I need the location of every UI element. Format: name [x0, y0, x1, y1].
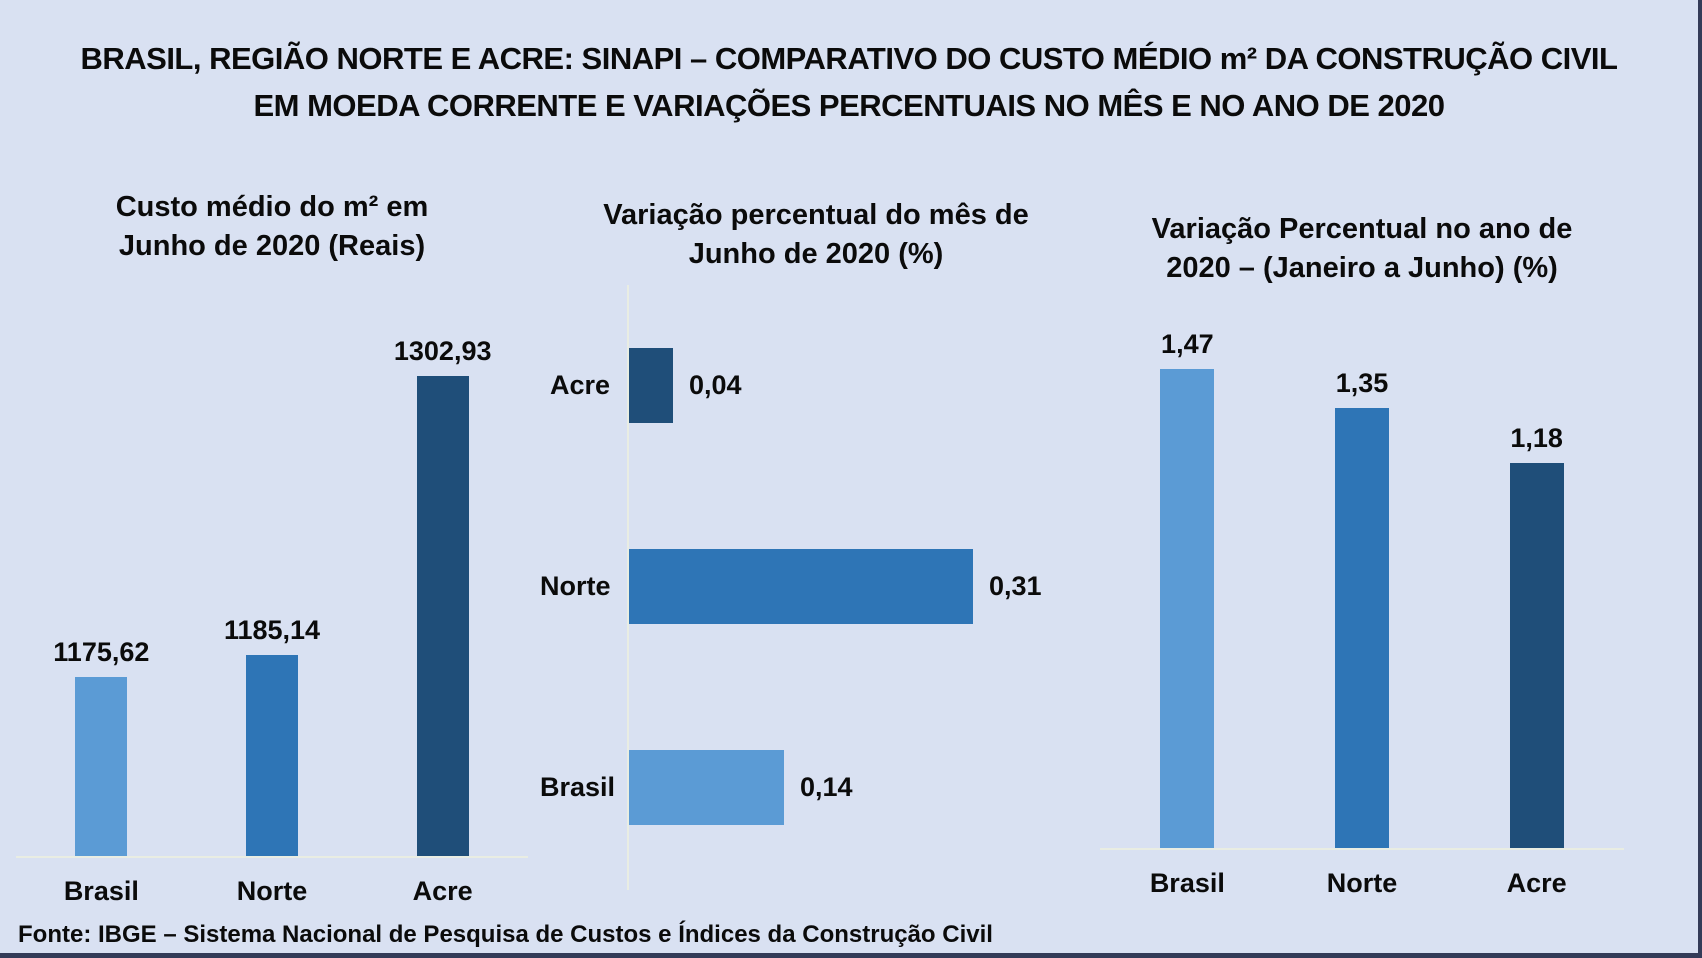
y-axis-line [627, 285, 629, 890]
category-label-brasil: Brasil [63, 876, 139, 906]
bar-norte [1335, 408, 1389, 848]
value-label-norte: 1,35 [1335, 368, 1389, 398]
category-label-norte: Norte [236, 876, 308, 906]
value-label-acre: 0,04 [689, 370, 742, 400]
value-label-brasil: 0,14 [800, 772, 853, 802]
category-label-norte: Norte [1326, 868, 1398, 898]
bar-column-brasil: 1,47 [1100, 310, 1275, 848]
chart-variacao-mes: Variação percentual do mês de Junho de 2… [540, 196, 1092, 890]
bar-row-brasil: Brasil 0,14 [540, 687, 1092, 888]
value-label-acre: 1,18 [1510, 423, 1563, 453]
category-label-brasil: Brasil [540, 772, 616, 802]
bar-column-acre: 1,18 [1449, 310, 1624, 848]
plot-area-variacao-mes: Acre 0,04 Norte 0,31 Brasil 0,14 [540, 285, 1092, 890]
bar-brasil [75, 677, 128, 856]
chart-title-custo-medio: Custo médio do m² em Junho de 2020 (Reai… [115, 191, 429, 263]
bar-row-norte: Norte 0,31 [540, 486, 1092, 687]
bar-acre [629, 348, 673, 423]
chart-custo-medio-m2: Custo médio do m² em Junho de 2020 (Reai… [16, 188, 528, 907]
category-axis-custo-medio: Brasil Norte Acre [16, 858, 528, 907]
bar-column-brasil: 1175,62 [16, 288, 187, 856]
value-label-brasil: 1,47 [1161, 329, 1214, 359]
value-label-norte: 1185,14 [223, 615, 321, 645]
bar-column-acre: 1302,93 [357, 288, 528, 856]
category-label-norte: Norte [540, 571, 611, 601]
chart-title-variacao-ano: Variação Percentual no ano de 2020 – (Ja… [1151, 213, 1573, 285]
bar-acre [1509, 463, 1564, 848]
bar-norte [246, 655, 298, 856]
bar-column-norte: 1,35 [1275, 310, 1450, 848]
page-title: BRASIL, REGIÃO NORTE E ACRE: SINAPI – CO… [80, 41, 1618, 123]
bar-brasil [1160, 369, 1215, 848]
bar-brasil [629, 750, 784, 825]
value-label-acre: 1302,93 [393, 336, 492, 366]
category-label-acre: Acre [412, 876, 473, 906]
value-label-brasil: 1175,62 [53, 637, 150, 667]
category-label-acre: Acre [1506, 868, 1567, 898]
bar-column-norte: 1185,14 [187, 288, 358, 856]
bar-norte [629, 549, 973, 624]
category-label-acre: Acre [549, 370, 610, 400]
source-caption: Fonte: IBGE – Sistema Nacional de Pesqui… [18, 921, 993, 948]
category-label-brasil: Brasil [1149, 868, 1225, 898]
plot-area-variacao-ano: 1,47 1,35 1,18 [1100, 310, 1624, 850]
bar-acre [416, 376, 469, 856]
chart-title-variacao-mes: Variação percentual do mês de Junho de 2… [603, 199, 1029, 271]
value-label-norte: 0,31 [989, 571, 1042, 601]
chart-variacao-ano: Variação Percentual no ano de 2020 – (Ja… [1100, 210, 1624, 899]
plot-area-custo-medio: 1175,62 1185,14 1302,93 [16, 288, 528, 858]
category-axis-variacao-ano: Brasil Norte Acre [1100, 850, 1624, 899]
bar-row-acre: Acre 0,04 [540, 285, 1092, 486]
